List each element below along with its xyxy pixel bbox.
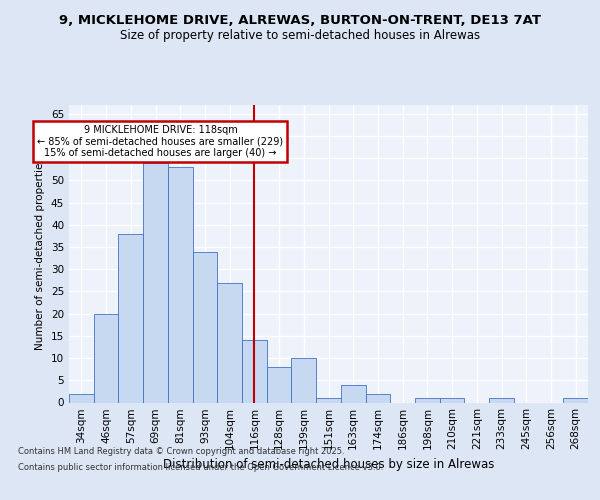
Bar [563, 398, 588, 402]
Bar [341, 384, 365, 402]
Bar [415, 398, 440, 402]
Bar [143, 162, 168, 402]
Bar [118, 234, 143, 402]
Bar [94, 314, 118, 402]
Text: Contains HM Land Registry data © Crown copyright and database right 2025.: Contains HM Land Registry data © Crown c… [18, 448, 344, 456]
Bar [168, 167, 193, 402]
Text: 9, MICKLEHOME DRIVE, ALREWAS, BURTON-ON-TRENT, DE13 7AT: 9, MICKLEHOME DRIVE, ALREWAS, BURTON-ON-… [59, 14, 541, 26]
Y-axis label: Number of semi-detached properties: Number of semi-detached properties [35, 158, 46, 350]
Text: 9 MICKLEHOME DRIVE: 118sqm
← 85% of semi-detached houses are smaller (229)
15% o: 9 MICKLEHOME DRIVE: 118sqm ← 85% of semi… [37, 125, 284, 158]
Bar [489, 398, 514, 402]
X-axis label: Distribution of semi-detached houses by size in Alrewas: Distribution of semi-detached houses by … [163, 458, 494, 471]
Bar [316, 398, 341, 402]
Bar [292, 358, 316, 403]
Bar [365, 394, 390, 402]
Bar [69, 394, 94, 402]
Bar [217, 282, 242, 403]
Bar [440, 398, 464, 402]
Bar [267, 367, 292, 402]
Bar [193, 252, 217, 402]
Text: Size of property relative to semi-detached houses in Alrewas: Size of property relative to semi-detach… [120, 28, 480, 42]
Text: Contains public sector information licensed under the Open Government Licence v3: Contains public sector information licen… [18, 462, 383, 471]
Bar [242, 340, 267, 402]
